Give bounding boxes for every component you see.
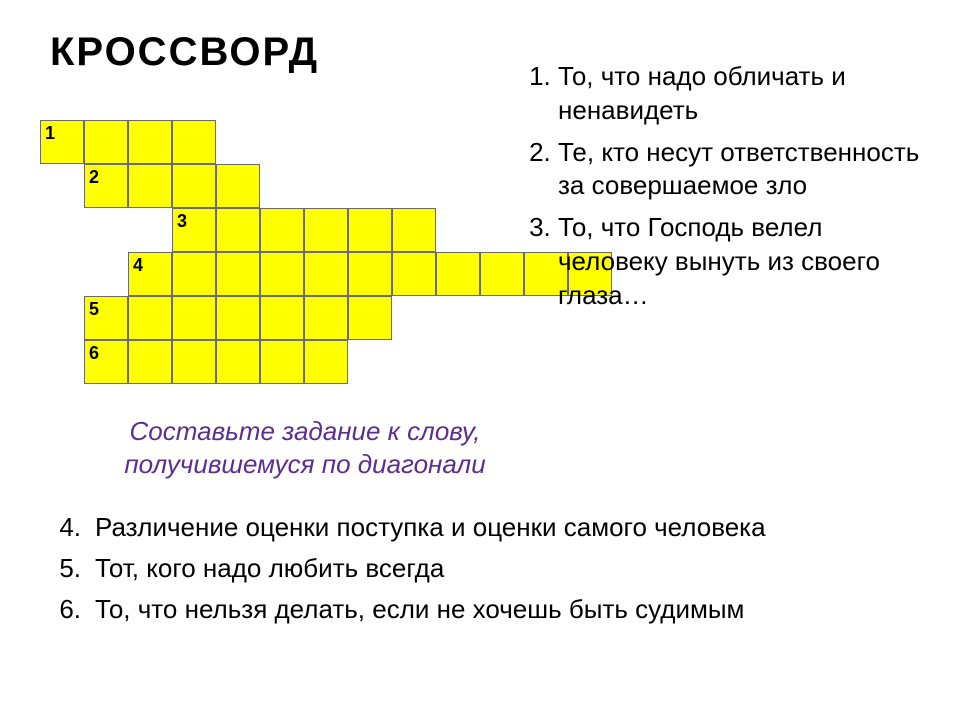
clue-item: То, что надо обличать и ненавидеть — [558, 60, 920, 128]
diagonal-task-subtitle: Составьте задание к слову, получившемуся… — [90, 415, 520, 480]
crossword-cell[interactable] — [172, 296, 216, 340]
crossword-cell[interactable] — [480, 252, 524, 296]
crossword-cell[interactable]: 5 — [84, 296, 128, 340]
crossword-cell[interactable]: 2 — [84, 164, 128, 208]
crossword-cell[interactable] — [348, 208, 392, 252]
clue-row: 6.То, что нельзя делать, если не хочешь … — [35, 592, 915, 627]
clue-item: То, что Господь велел человеку вынуть из… — [558, 211, 920, 312]
clue-row: 4.Различение оценки поступка и оценки са… — [35, 510, 915, 545]
crossword-cell[interactable] — [436, 252, 480, 296]
row-number: 6 — [89, 343, 99, 364]
crossword-cell[interactable]: 6 — [84, 340, 128, 384]
clue-number: 4. — [35, 510, 95, 545]
crossword-cell[interactable] — [260, 208, 304, 252]
crossword-cell[interactable]: 4 — [128, 252, 172, 296]
row-number: 5 — [89, 299, 99, 320]
crossword-cell[interactable] — [128, 296, 172, 340]
crossword-cell[interactable] — [304, 340, 348, 384]
clues-right-list: То, что надо обличать и ненавидеть Те, кт… — [520, 60, 920, 313]
crossword-cell[interactable] — [304, 208, 348, 252]
crossword-cell[interactable] — [304, 252, 348, 296]
crossword-cell[interactable] — [172, 164, 216, 208]
crossword-cell[interactable] — [172, 340, 216, 384]
crossword-cell[interactable] — [348, 252, 392, 296]
crossword-cell[interactable] — [216, 340, 260, 384]
clue-row: 5.Тот, кого надо любить всегда — [35, 551, 915, 586]
page-title: КРОССВОРД — [50, 30, 319, 75]
crossword-cell[interactable] — [260, 252, 304, 296]
crossword-cell[interactable] — [304, 296, 348, 340]
page: КРОССВОРД 1 2 3 4 5 6 Составьте задание к сло… — [0, 0, 960, 720]
crossword-cell[interactable] — [216, 296, 260, 340]
row-number: 4 — [133, 255, 143, 276]
crossword-cell[interactable] — [172, 120, 216, 164]
crossword-cell[interactable]: 3 — [172, 208, 216, 252]
crossword-cell[interactable] — [128, 164, 172, 208]
crossword-cell[interactable] — [216, 252, 260, 296]
clue-number: 6. — [35, 592, 95, 627]
clue-text: То, что нельзя делать, если не хочешь бы… — [95, 592, 915, 627]
crossword-cell[interactable] — [128, 340, 172, 384]
crossword-cell[interactable]: 1 — [40, 120, 84, 164]
row-number: 3 — [177, 211, 187, 232]
crossword-cell[interactable] — [392, 208, 436, 252]
clue-text: Различение оценки поступка и оценки само… — [95, 510, 915, 545]
row-number: 1 — [45, 123, 55, 144]
clue-number: 5. — [35, 551, 95, 586]
clue-text: Тот, кого надо любить всегда — [95, 551, 915, 586]
crossword-cell[interactable] — [260, 340, 304, 384]
crossword-cell[interactable] — [128, 120, 172, 164]
crossword-cell[interactable] — [392, 252, 436, 296]
clues-right: То, что надо обличать и ненавидеть Те, кт… — [520, 60, 920, 321]
clues-bottom: 4.Различение оценки поступка и оценки са… — [35, 510, 915, 633]
crossword-cell[interactable] — [348, 296, 392, 340]
crossword-cell[interactable] — [172, 252, 216, 296]
row-number: 2 — [89, 167, 99, 188]
clue-item: Те, кто несут ответственность за соверша… — [558, 136, 920, 204]
crossword-cell[interactable] — [216, 164, 260, 208]
crossword-cell[interactable] — [260, 296, 304, 340]
crossword-cell[interactable] — [84, 120, 128, 164]
crossword-cell[interactable] — [216, 208, 260, 252]
